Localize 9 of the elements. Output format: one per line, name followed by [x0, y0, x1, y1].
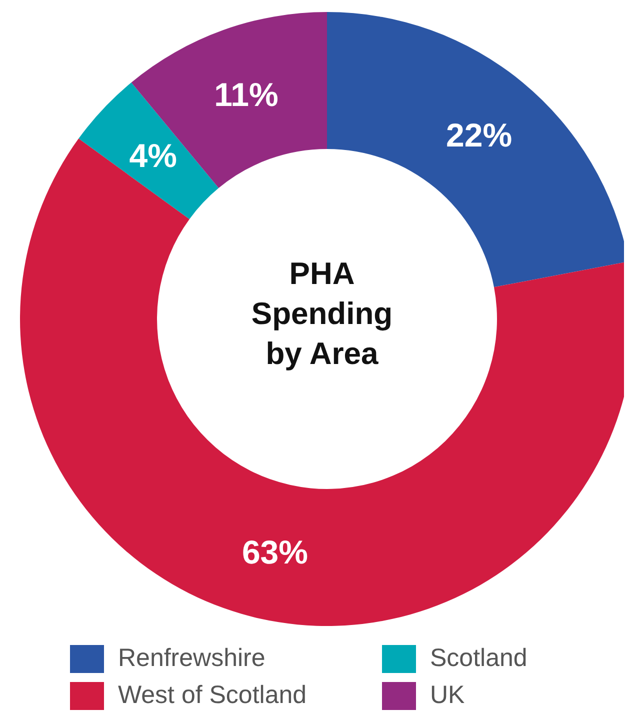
- legend-label: UK: [430, 681, 465, 710]
- legend-label: Scotland: [430, 644, 528, 673]
- data-label: 11%: [214, 76, 278, 114]
- legend-label: Renfrewshire: [118, 644, 266, 673]
- data-label: 63%: [242, 533, 308, 570]
- legend-label: West of Scotland: [118, 681, 307, 710]
- data-label: 4%: [129, 137, 177, 174]
- text: PHA Spending by Area: [250, 255, 394, 373]
- data-label: 22%: [446, 116, 512, 154]
